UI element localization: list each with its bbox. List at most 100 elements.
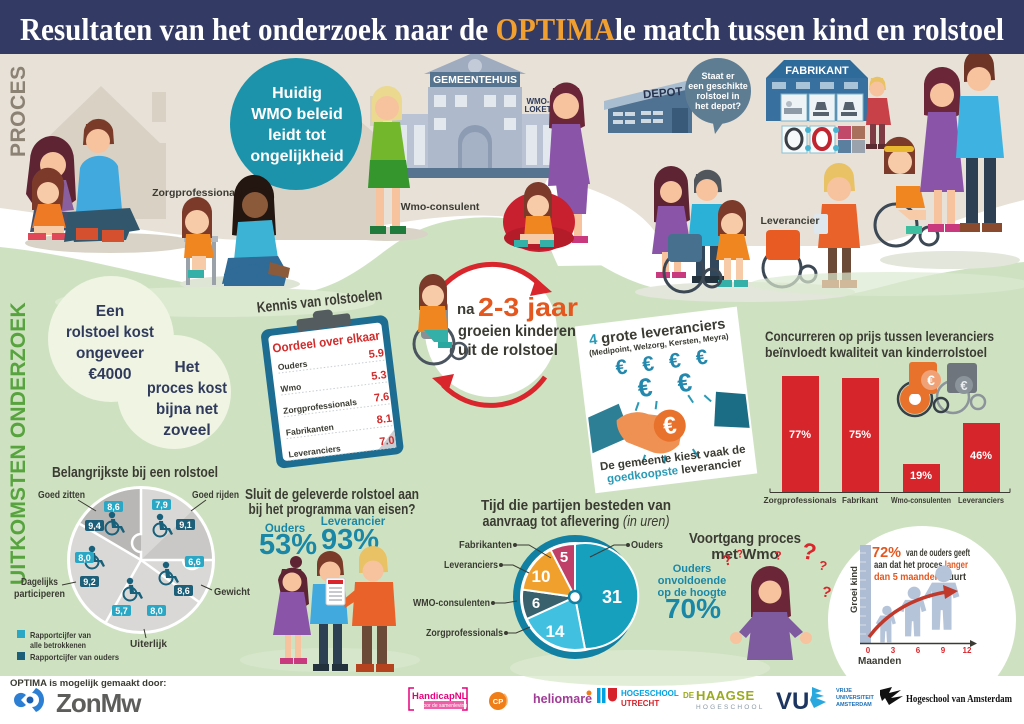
svg-text:leidt tot: leidt tot (268, 127, 326, 144)
svg-text:UITKOMSTEN ONDERZOEK: UITKOMSTEN ONDERZOEK (7, 302, 30, 585)
svg-text:8,0: 8,0 (150, 606, 163, 616)
svg-text:HOGESCHOOL: HOGESCHOOL (696, 704, 765, 711)
svg-text:Goed zitten: Goed zitten (38, 489, 85, 501)
svg-text:Het: Het (175, 359, 200, 376)
svg-text:?: ? (721, 551, 734, 570)
svg-text:€: € (614, 355, 629, 379)
svg-text:Zorgprofessionals: Zorgprofessionals (426, 627, 503, 639)
svg-text:FABRIKANT: FABRIKANT (785, 65, 849, 77)
svg-text:Ouders: Ouders (631, 539, 663, 551)
svg-text:?: ? (774, 548, 783, 563)
svg-text:WMO-consulenten: WMO-consulenten (413, 597, 490, 609)
svg-text:rolstoel kost: rolstoel kost (66, 324, 154, 341)
svg-text:na: na (457, 301, 475, 318)
svg-text:9,1: 9,1 (179, 520, 192, 530)
svg-text:PROCES: PROCES (7, 65, 30, 157)
svg-text:bijna net: bijna net (156, 401, 218, 418)
svg-text:8.1: 8.1 (376, 413, 393, 427)
svg-text:Concurreren op prijs tussen le: Concurreren op prijs tussen leveranciers (765, 329, 994, 344)
svg-text:Fabrikant: Fabrikant (842, 496, 878, 505)
svg-text:5.3: 5.3 (371, 369, 388, 383)
svg-text:Wmo-consulent: Wmo-consulent (401, 201, 480, 213)
svg-text:aan dat het proces langer: aan dat het proces langer (874, 560, 968, 571)
svg-text:Fabrikanten: Fabrikanten (459, 539, 512, 551)
svg-text:€: € (636, 372, 654, 404)
svg-text:9: 9 (941, 646, 946, 655)
svg-text:72%: 72% (872, 545, 901, 561)
svg-text:7.0: 7.0 (379, 435, 396, 449)
svg-text:Leveranciers: Leveranciers (958, 496, 1005, 505)
svg-text:5: 5 (560, 549, 568, 566)
svg-text:beïnvloedt kwaliteit van kinde: beïnvloedt kwaliteit van kinderrolstoel (765, 345, 987, 360)
svg-text:een geschikte: een geschikte (688, 81, 748, 91)
svg-text:uit de rolstoel: uit de rolstoel (458, 342, 558, 359)
svg-text:?: ? (736, 548, 745, 561)
svg-text:7,9: 7,9 (155, 500, 168, 510)
svg-text:UTRECHT: UTRECHT (621, 699, 659, 708)
svg-text:LOKET: LOKET (524, 105, 551, 114)
svg-text:WMO-: WMO- (526, 97, 549, 106)
svg-text:Belangrijkste bij een rolstoel: Belangrijkste bij een rolstoel (52, 465, 218, 481)
svg-text:Wmo: Wmo (280, 382, 302, 394)
svg-text:€: € (676, 367, 694, 399)
svg-text:HAAGSE: HAAGSE (696, 688, 755, 703)
svg-text:9,4: 9,4 (88, 521, 101, 531)
svg-text:€: € (641, 352, 656, 376)
svg-text:7.6: 7.6 (373, 391, 390, 405)
svg-text:ongeveer: ongeveer (76, 345, 144, 362)
svg-text:Wmo-consulenten: Wmo-consulenten (891, 496, 951, 505)
svg-text:Leveranciers: Leveranciers (444, 559, 498, 571)
svg-text:dan 5 maanden duurt: dan 5 maanden duurt (874, 572, 967, 583)
svg-text:75%: 75% (849, 429, 871, 441)
svg-text:AMSTERDAM: AMSTERDAM (836, 702, 872, 708)
svg-text:19%: 19% (910, 470, 932, 482)
svg-text:31: 31 (602, 587, 622, 607)
svg-text:Rapportcijfer van ouders: Rapportcijfer van ouders (30, 652, 119, 662)
svg-text:8,6: 8,6 (107, 502, 120, 512)
svg-text:rolstoel in: rolstoel in (696, 91, 739, 101)
svg-text:heliomare: heliomare (533, 692, 592, 706)
svg-text:CP: CP (493, 697, 503, 706)
svg-text:12: 12 (963, 646, 972, 655)
svg-text:proces kost: proces kost (147, 380, 227, 397)
svg-text:14: 14 (546, 622, 565, 641)
svg-text:Staat er: Staat er (701, 71, 735, 81)
svg-text:op de hoogte: op de hoogte (657, 587, 726, 599)
svg-text:ongelijkheid: ongelijkheid (250, 148, 343, 165)
svg-text:8,6: 8,6 (177, 586, 190, 596)
svg-text:groeien kinderen: groeien kinderen (458, 323, 576, 340)
svg-text:9,2: 9,2 (83, 577, 96, 587)
svg-text:GEMEENTEHUIS: GEMEENTEHUIS (433, 74, 517, 86)
svg-text:€: € (668, 349, 683, 373)
svg-text:Uiterlijk: Uiterlijk (130, 638, 167, 650)
svg-text:Leverancier: Leverancier (761, 215, 820, 227)
svg-text:bij het programma van eisen?: bij het programma van eisen? (249, 502, 416, 518)
svg-text:OPTIMA is mogelijk gemaakt doo: OPTIMA is mogelijk gemaakt door: (10, 678, 166, 689)
svg-text:WMO beleid: WMO beleid (251, 106, 343, 123)
svg-text:Dagelijks: Dagelijks (21, 576, 58, 588)
svg-text:van de ouders geeft: van de ouders geeft (906, 548, 970, 559)
svg-text:5.9: 5.9 (368, 347, 385, 361)
svg-text:met Wmo: met Wmo (711, 546, 779, 563)
svg-text:Ouders: Ouders (673, 563, 712, 575)
svg-text:6: 6 (532, 595, 540, 612)
svg-text:Voortgang proces: Voortgang proces (689, 530, 801, 547)
svg-text:Hogeschool van Amsterdam: Hogeschool van Amsterdam (906, 694, 1012, 705)
svg-text:6,6: 6,6 (188, 557, 201, 567)
svg-text:Huidig: Huidig (272, 85, 322, 102)
svg-text:VU: VU (776, 688, 809, 715)
svg-text:77%: 77% (789, 429, 811, 441)
svg-text:VRIJE: VRIJE (836, 688, 852, 694)
svg-text:Maanden: Maanden (858, 656, 901, 667)
svg-text:Groei kind: Groei kind (849, 566, 860, 613)
svg-text:Tijd die partijen besteden van: Tijd die partijen besteden van (481, 497, 671, 514)
svg-text:€4000: €4000 (88, 366, 131, 383)
svg-text:DEPOT: DEPOT (643, 86, 684, 101)
svg-text:Ouders: Ouders (265, 523, 305, 535)
svg-text:Gewicht: Gewicht (214, 586, 250, 598)
svg-text:zoveel: zoveel (163, 422, 210, 439)
svg-text:DE: DE (683, 691, 695, 700)
svg-text:0: 0 (866, 646, 871, 655)
svg-text:Leverancier: Leverancier (321, 516, 386, 528)
svg-text:€: € (695, 346, 710, 370)
